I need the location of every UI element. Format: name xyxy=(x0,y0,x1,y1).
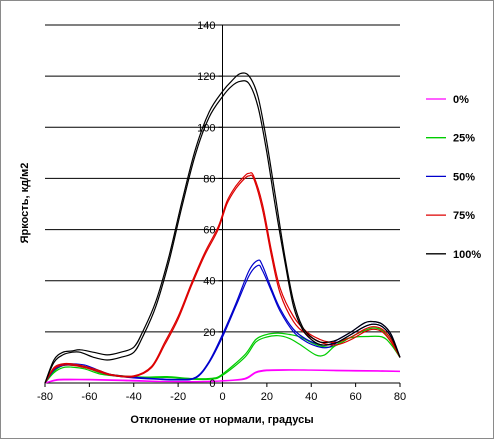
series-line-0-percent-2 xyxy=(44,369,401,384)
y-tick-label: 0 xyxy=(209,378,215,390)
x-tick-label: -20 xyxy=(170,391,186,403)
legend-label-75-percent: 75% xyxy=(453,210,475,222)
series-line-25-percent-1 xyxy=(44,335,401,384)
series-line-75-percent-2 xyxy=(44,172,401,384)
series-line-100-percent-1 xyxy=(44,80,401,384)
series-lines xyxy=(44,72,401,384)
tick-labels: -80 -60 -40 -20 0 20 40 60 80 0 20 40 60 80 100 120 140 xyxy=(37,20,406,403)
x-tick-label: 40 xyxy=(305,391,317,403)
y-tick-label: 120 xyxy=(197,71,215,83)
legend: 0% 25% 50% 75% 100% xyxy=(426,94,481,261)
x-tick-label: 20 xyxy=(261,391,273,403)
y-tick-label: 100 xyxy=(197,122,215,134)
x-axis-title: Отклонение от нормали, градусы xyxy=(130,414,313,426)
x-tick-label: -80 xyxy=(37,391,53,403)
x-tick-label: 60 xyxy=(350,391,362,403)
axes xyxy=(44,24,401,387)
legend-label-0-percent: 0% xyxy=(453,94,469,106)
legend-label-25-percent: 25% xyxy=(453,133,475,145)
x-tick-label: -40 xyxy=(126,391,142,403)
legend-label-50-percent: 50% xyxy=(453,171,475,183)
x-tick-label: 0 xyxy=(219,391,225,403)
x-tick-label: -60 xyxy=(81,391,97,403)
legend-label-100-percent: 100% xyxy=(453,249,481,261)
y-axis-title: Яркость, кд/м2 xyxy=(19,163,31,244)
y-tick-label: 140 xyxy=(197,20,215,32)
y-tick-label: 40 xyxy=(203,276,215,288)
y-tick-label: 80 xyxy=(203,173,215,185)
x-tick-label: 80 xyxy=(394,391,406,403)
y-tick-label: 20 xyxy=(203,327,215,339)
series-line-100-percent-2 xyxy=(44,72,401,384)
y-tick-label: 60 xyxy=(203,225,215,237)
series-line-75-percent-1 xyxy=(44,174,401,384)
